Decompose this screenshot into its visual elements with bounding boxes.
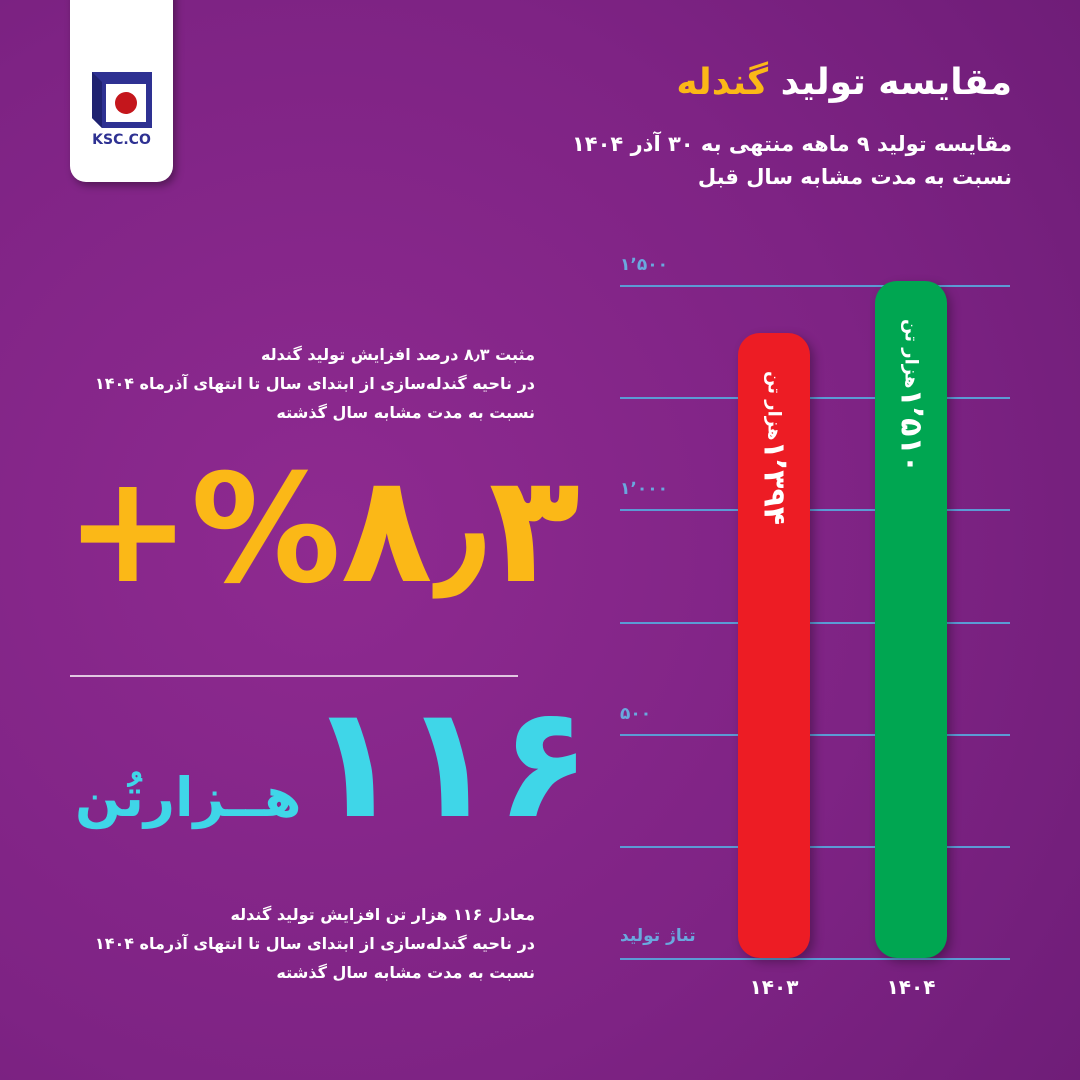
y-tick-label: ۱٬۵۰۰ — [620, 255, 668, 275]
y-tick-label: ۱٬۰۰۰ — [620, 479, 668, 500]
percent-description: مثبت ۸٫۳ درصد افزایش تولید گندله در ناحی… — [55, 340, 535, 427]
bar-value-label: ۱٬۳۹۴هزار تن — [757, 357, 792, 525]
text-line: معادل ۱۱۶ هزار تن افزایش تولید گندله — [230, 905, 535, 924]
logo: KSC.CO — [70, 0, 173, 182]
gridline — [620, 958, 1010, 960]
text-line: مثبت ۸٫۳ درصد افزایش تولید گندله — [260, 345, 535, 364]
text-line: نسبت به مدت مشابه سال گذشته — [276, 963, 535, 982]
gridline — [620, 845, 1010, 848]
bar: ۱٬۳۹۴هزار تن — [738, 332, 810, 958]
bar: ۱٬۵۱۰هزار تن — [875, 280, 947, 958]
tons-unit: هــزارتُن — [75, 766, 302, 829]
logo-text: KSC.CO — [92, 132, 151, 148]
ksc-logo-icon — [92, 72, 152, 128]
page-title: مقایسه تولید گندله — [676, 62, 1012, 103]
subtitle: مقایسه تولید ۹ ماهه منتهی به ۳۰ آذر ۱۴۰۴… — [532, 128, 1012, 194]
tons-description: معادل ۱۱۶ هزار تن افزایش تولید گندله در … — [55, 900, 535, 987]
gridline — [620, 509, 1010, 512]
gridline — [620, 397, 1010, 400]
title-main: مقایسه تولید — [780, 62, 1012, 103]
bar-value: ۱٬۳۹۴ — [756, 439, 792, 525]
gridline — [620, 621, 1010, 624]
y-tick-label: ۵۰۰ — [620, 703, 652, 724]
gridline — [620, 285, 1010, 287]
bar-unit: هزار تن — [900, 318, 922, 388]
title-highlight: گندله — [676, 62, 769, 103]
x-tick-label: ۱۴۰۴ — [886, 975, 936, 999]
gridline — [620, 733, 1010, 736]
text-line: در ناحیه گندله‌سازی از ابتدای سال تا انت… — [94, 374, 535, 393]
x-tick-label: ۱۴۰۳ — [749, 975, 799, 999]
tons-number: ۱۱۶ — [307, 672, 591, 853]
subtitle-line: نسبت به مدت مشابه سال قبل — [697, 165, 1012, 189]
text-line: در ناحیه گندله‌سازی از ابتدای سال تا انت… — [94, 934, 535, 953]
bar-unit: هزار تن — [763, 370, 785, 440]
text-line: نسبت به مدت مشابه سال گذشته — [276, 403, 535, 422]
tons-value: ۱۱۶ هــزارتُن — [75, 685, 591, 840]
percent-value: +%۸٫۳ — [65, 443, 584, 617]
y-axis-label: تناژ تولید — [620, 926, 696, 946]
bar-value: ۱٬۵۱۰ — [893, 387, 929, 473]
divider — [70, 675, 518, 677]
subtitle-line: مقایسه تولید ۹ ماهه منتهی به ۳۰ آذر ۱۴۰۴ — [571, 132, 1012, 156]
bar-value-label: ۱٬۵۱۰هزار تن — [894, 305, 929, 473]
